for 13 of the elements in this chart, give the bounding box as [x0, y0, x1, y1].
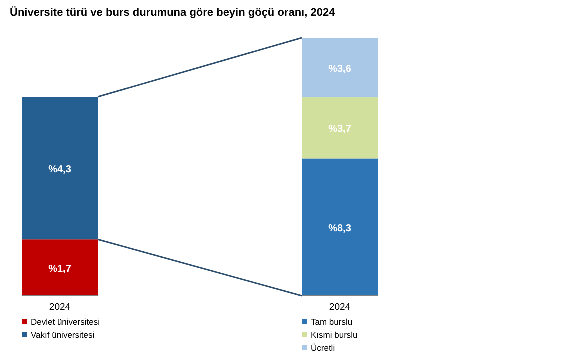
text: Üniversite türü ve burs durumuna göre beyin göçü oranı, 2024: [10, 6, 336, 19]
data-label: %8,3: [328, 223, 352, 234]
legend-label: Kısmi burslu: [311, 330, 358, 340]
legend-label: Devlet üniversitesi: [31, 317, 100, 327]
legend-label: Ücretli: [311, 343, 336, 353]
x-tick-label: 2024: [329, 302, 351, 313]
data-label: %3,6: [328, 64, 352, 75]
legend-label: Tam burslu: [311, 317, 353, 327]
data-label: %1,7: [48, 264, 72, 275]
data-label: %3,7: [328, 124, 352, 136]
legend-label: Vakıf üniversitesi: [31, 330, 95, 340]
x-tick-label: 2024: [49, 302, 71, 313]
data-label: %4,3: [48, 164, 72, 176]
